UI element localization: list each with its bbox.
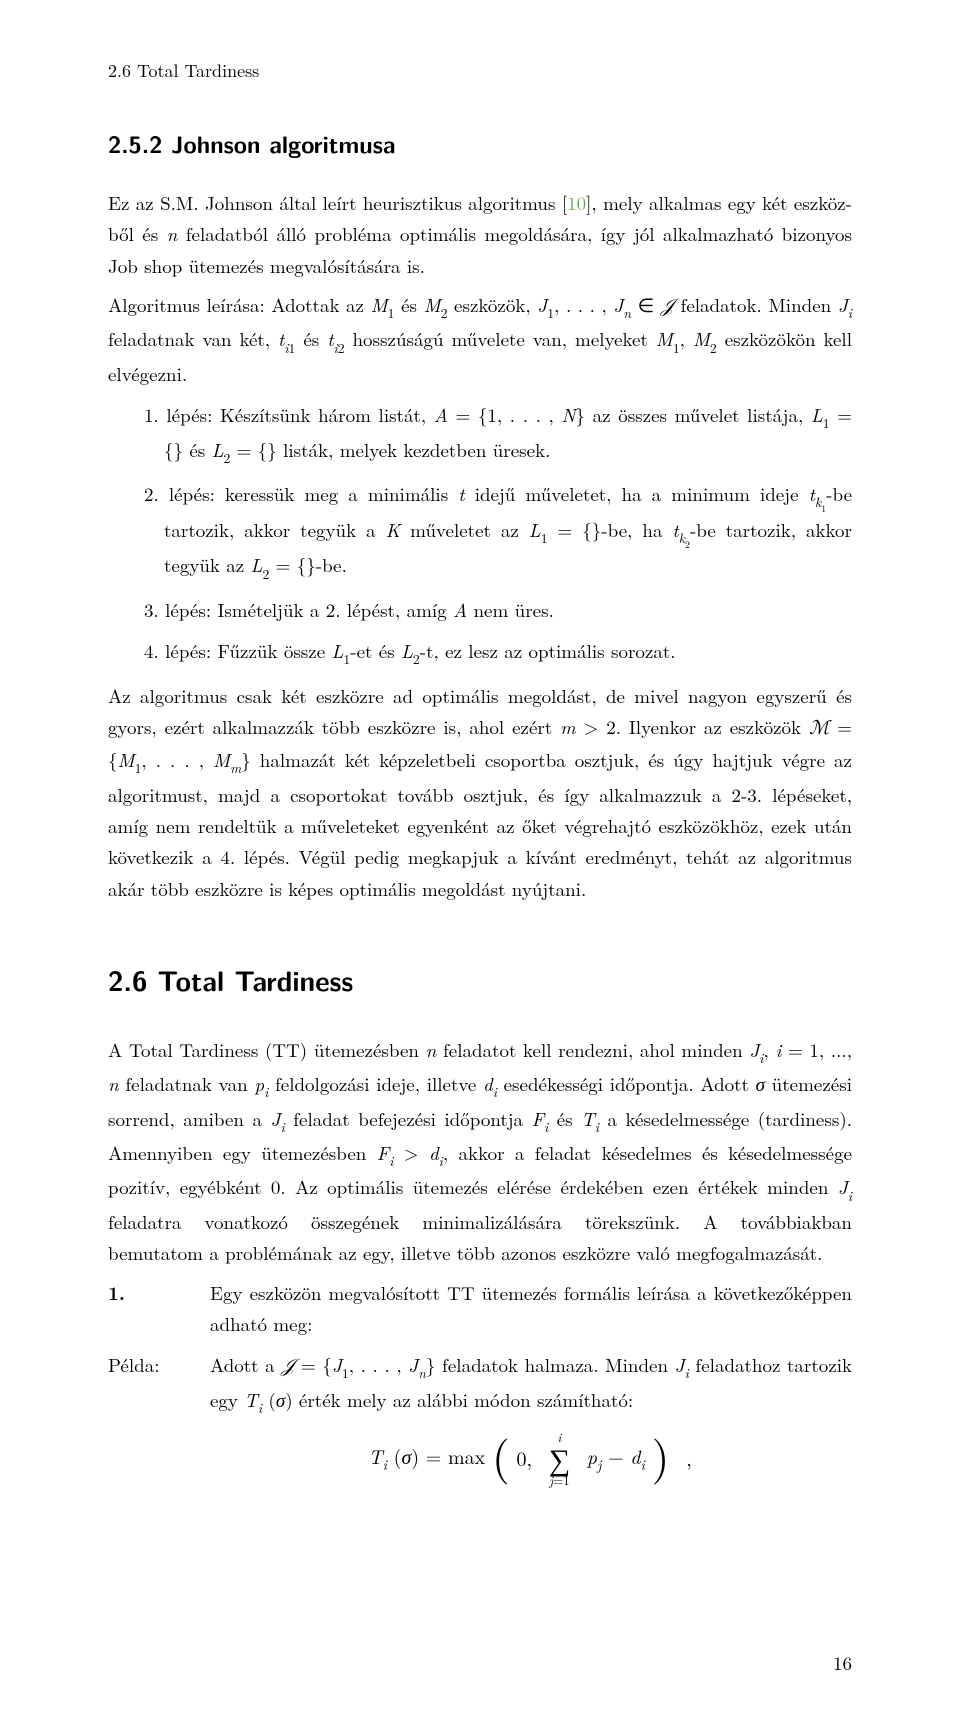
def-content-2: Adott a 𝒥 = {J1, . . . , Jn} feladatok h… [210,1349,852,1418]
citation-link[interactable]: 10 [567,189,586,216]
page-number: 16 [833,1649,852,1676]
def-row-1: 1. Egy eszközön megvalósított TT ütemezé… [108,1277,852,1340]
def-label-2: Példa: [108,1349,210,1418]
section-title: 2.6 Total Tardiness [108,960,852,1000]
intro-p1: Ez az S.M. Johnson által leírt heuriszti… [108,187,852,281]
step-4: 4. lépés: Fűzzük össze L1-et és L2-t, ez… [144,635,852,669]
tt-body: A Total Tardiness (TT) ütemezésben n fel… [108,1034,852,1486]
after-p1: Az algoritmus csak két eszközre ad optim… [108,680,852,904]
step-2: 2. lépés: keressük meg a minimális t ide… [144,478,852,584]
tt-p1: A Total Tardiness (TT) ütemezésben n fel… [108,1034,852,1269]
intro-p2: Algoritmus leírása: Adottak az M1 és M2 … [108,289,852,389]
page: 2.6 Total Tardiness 2.5.2 Johnson algori… [0,0,960,1718]
running-header: 2.6 Total Tardiness [108,58,852,83]
def-row-2: Példa: Adott a 𝒥 = {J1, . . . , Jn} fela… [108,1349,852,1418]
intro-paragraphs: Ez az S.M. Johnson által leírt heuriszti… [108,187,852,904]
def-label-1: 1. [108,1277,210,1340]
intro-p1-pre: Ez az S.M. Johnson által leírt heuriszti… [108,189,567,216]
equation: Ti (σ) = max ( 0, i ∑ j=1 pj − di ) , [208,1430,852,1486]
def-content-1: Egy eszközön megvalósított TT ütemezés f… [210,1277,852,1340]
subsection-title: 2.5.2 Johnson algoritmusa [108,127,852,161]
step-1: 1. lépés: Készítsünk három listát, A = {… [144,399,852,468]
step-3: 3. lépés: Ismételjük a 2. lépést, amíg A… [144,594,852,625]
